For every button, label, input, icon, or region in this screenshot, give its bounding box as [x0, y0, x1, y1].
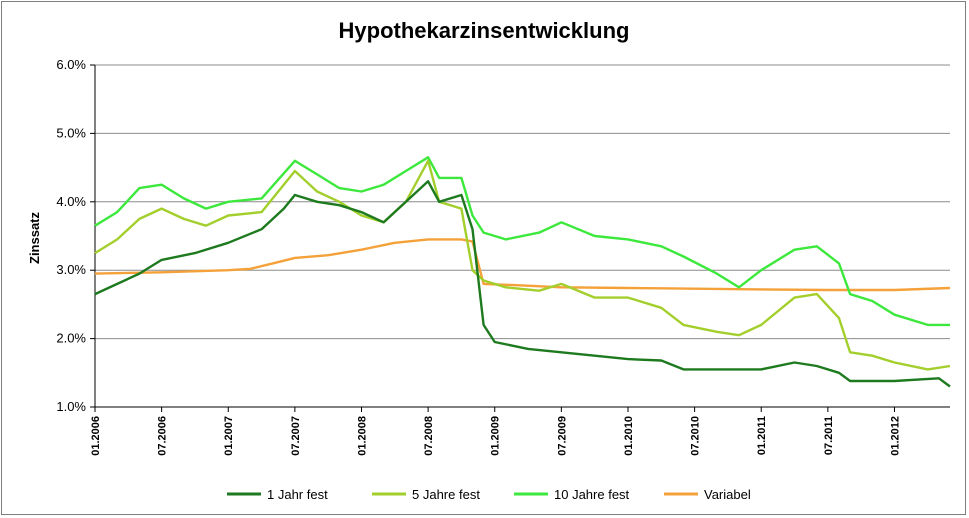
- y-axis-label: Zinssatz: [27, 211, 42, 264]
- legend: 1 Jahr fest 5 Jahre fest 10 Jahre fest Vari…: [227, 487, 751, 502]
- x-tick-label: 01.2009: [490, 416, 502, 456]
- axes: [94, 65, 950, 408]
- y-tick-label: 2.0%: [56, 331, 86, 346]
- y-tick-label: 6.0%: [56, 57, 86, 72]
- x-tick-label: 07.2006: [157, 416, 169, 456]
- x-tick-label: 01.2007: [223, 416, 235, 456]
- x-tick-label: 01.2006: [90, 416, 102, 456]
- series-line-1-jahr-fest: [94, 180, 951, 388]
- x-tick-label: 01.2011: [756, 416, 768, 455]
- x-tick-label: 07.2007: [290, 416, 302, 456]
- series-line-10-jahre-fest: [94, 156, 950, 327]
- x-tick-label: 01.2012: [889, 416, 901, 456]
- y-tick-label: 4.0%: [56, 194, 86, 209]
- series-line-variabel: [94, 238, 951, 292]
- x-tick-label: 01.2008: [356, 416, 368, 456]
- legend-label: 5 Jahre fest: [412, 487, 480, 502]
- y-tick-labels: 1.0% 2.0% 3.0% 4.0% 5.0% 6.0%: [56, 57, 86, 414]
- x-tick-labels: 01.2006 07.2006 01.2007 07.2007 01.2008 07.20…: [90, 407, 901, 456]
- legend-label: 1 Jahr fest: [267, 487, 328, 502]
- series-lines: [94, 156, 951, 388]
- x-tick-label: 01.2010: [623, 416, 635, 456]
- x-tick-label: 07.2008: [423, 416, 435, 456]
- series-line-5-jahre-fest: [94, 159, 951, 371]
- y-tick-label: 3.0%: [56, 262, 86, 277]
- legend-label: 10 Jahre fest: [554, 487, 630, 502]
- x-tick-label: 07.2011: [823, 416, 835, 455]
- x-tick-label: 07.2009: [556, 416, 568, 456]
- x-tick-label: 07.2010: [690, 416, 702, 456]
- y-tick-label: 5.0%: [56, 125, 86, 140]
- legend-label: Variabel: [704, 487, 751, 502]
- y-tick-label: 1.0%: [56, 399, 86, 414]
- chart-title: Hypothekarzinsentwicklung: [339, 18, 630, 43]
